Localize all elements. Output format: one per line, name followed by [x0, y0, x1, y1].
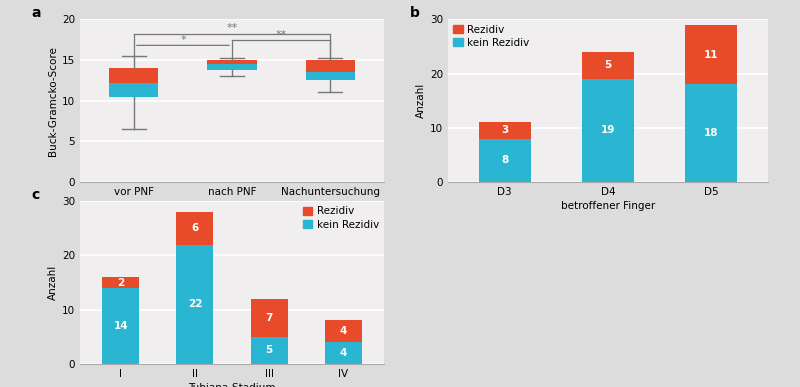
- Y-axis label: Anzahl: Anzahl: [416, 83, 426, 118]
- Bar: [207, 60, 257, 64]
- Text: 14: 14: [114, 321, 128, 331]
- Bar: [176, 245, 214, 364]
- Bar: [110, 83, 158, 97]
- Text: **: **: [226, 23, 238, 33]
- Bar: [102, 288, 139, 364]
- Text: 5: 5: [266, 345, 273, 355]
- Legend: Rezidiv, kein Rezidiv: Rezidiv, kein Rezidiv: [303, 206, 378, 229]
- Bar: [582, 79, 634, 182]
- Text: 5: 5: [604, 60, 612, 70]
- Text: 19: 19: [601, 125, 615, 135]
- X-axis label: Tubiana-Stadium: Tubiana-Stadium: [188, 383, 276, 387]
- Bar: [306, 72, 354, 80]
- Bar: [479, 139, 530, 182]
- Bar: [102, 277, 139, 288]
- Text: 11: 11: [704, 50, 718, 60]
- Bar: [686, 25, 737, 84]
- Text: 6: 6: [191, 223, 198, 233]
- Legend: Rezidiv, kein Rezidiv: Rezidiv, kein Rezidiv: [454, 24, 529, 48]
- Text: 2: 2: [117, 277, 125, 288]
- Bar: [582, 52, 634, 79]
- Text: 4: 4: [339, 348, 347, 358]
- Text: 4: 4: [339, 326, 347, 336]
- Bar: [306, 60, 354, 72]
- Text: *: *: [180, 34, 186, 45]
- Bar: [686, 84, 737, 182]
- Bar: [325, 320, 362, 342]
- Text: 3: 3: [501, 125, 508, 135]
- Text: c: c: [31, 188, 40, 202]
- X-axis label: betroffener Finger: betroffener Finger: [561, 201, 655, 211]
- Text: 18: 18: [704, 128, 718, 138]
- Bar: [250, 299, 288, 337]
- Text: a: a: [31, 6, 41, 21]
- Text: 8: 8: [501, 155, 508, 165]
- Y-axis label: Buck-Gramcko-Score: Buck-Gramcko-Score: [48, 46, 58, 156]
- Bar: [479, 122, 530, 139]
- Bar: [207, 64, 257, 70]
- Text: **: **: [275, 30, 286, 40]
- Bar: [250, 337, 288, 364]
- Bar: [110, 68, 158, 83]
- Text: b: b: [410, 6, 419, 21]
- Text: 7: 7: [266, 313, 273, 323]
- Y-axis label: Anzahl: Anzahl: [48, 265, 58, 300]
- Bar: [325, 342, 362, 364]
- Text: 22: 22: [188, 299, 202, 309]
- Bar: [176, 212, 214, 245]
